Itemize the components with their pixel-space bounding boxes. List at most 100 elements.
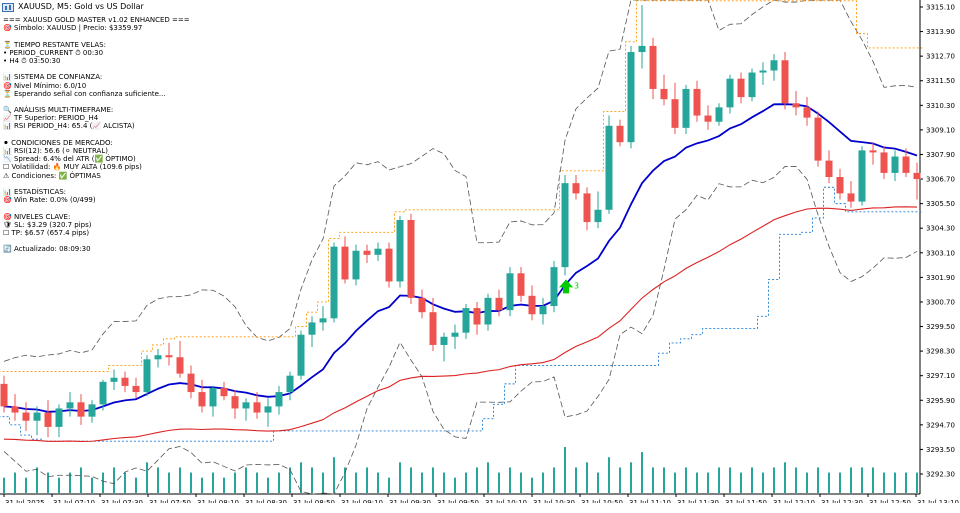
bearish-candle[interactable]: [187, 373, 195, 393]
bearish-candle[interactable]: [616, 125, 624, 143]
bearish-candle[interactable]: [132, 385, 140, 393]
volume-bar: [267, 477, 269, 493]
bearish-candle[interactable]: [473, 308, 481, 325]
bearish-candle[interactable]: [253, 402, 261, 413]
bearish-candle[interactable]: [902, 156, 910, 173]
bullish-candle[interactable]: [550, 267, 558, 307]
bullish-candle[interactable]: [330, 246, 338, 319]
bearish-candle[interactable]: [407, 220, 415, 298]
bearish-candle[interactable]: [572, 183, 580, 194]
bullish-candle[interactable]: [748, 72, 756, 98]
bullish-candle[interactable]: [451, 332, 459, 337]
bullish-candle[interactable]: [264, 406, 272, 413]
bearish-candle[interactable]: [77, 402, 85, 417]
price-axis-label: 3295.90: [926, 397, 955, 405]
buy-signal-arrow-icon[interactable]: [559, 279, 573, 294]
bullish-candle[interactable]: [99, 381, 107, 405]
volume-bar: [179, 467, 181, 493]
bullish-candle[interactable]: [506, 273, 514, 311]
bearish-candle[interactable]: [825, 160, 833, 178]
bearish-candle[interactable]: [495, 297, 503, 311]
bearish-candle[interactable]: [913, 172, 921, 180]
bullish-candle[interactable]: [561, 183, 569, 268]
bullish-candle[interactable]: [275, 392, 283, 407]
bullish-candle[interactable]: [88, 404, 96, 417]
volume-bar: [916, 472, 918, 493]
bearish-candle[interactable]: [693, 88, 701, 116]
volume-bar: [905, 472, 907, 493]
bearish-candle[interactable]: [814, 117, 822, 161]
bearish-candle[interactable]: [869, 150, 877, 153]
bearish-candle[interactable]: [517, 273, 525, 296]
bullish-candle[interactable]: [143, 359, 151, 393]
bullish-candle[interactable]: [66, 402, 74, 409]
bullish-candle[interactable]: [605, 125, 613, 210]
bearish-candle[interactable]: [231, 396, 239, 409]
bullish-candle[interactable]: [858, 150, 866, 202]
chart-title: XAUUSD, M5: Gold vs US Dollar: [18, 2, 144, 11]
bullish-candle[interactable]: [638, 45, 646, 53]
info-line: 🎯 Nivel Mínimo: 6.0/10: [3, 81, 87, 90]
bullish-candle[interactable]: [462, 308, 470, 333]
bullish-candle[interactable]: [891, 156, 899, 173]
bearish-candle[interactable]: [847, 193, 855, 202]
bearish-candle[interactable]: [649, 45, 657, 89]
bullish-candle[interactable]: [440, 336, 448, 345]
bearish-candle[interactable]: [11, 406, 19, 413]
bullish-candle[interactable]: [759, 70, 767, 73]
bearish-candle[interactable]: [176, 357, 184, 374]
bullish-candle[interactable]: [682, 88, 690, 128]
bearish-candle[interactable]: [792, 103, 800, 108]
bearish-candle[interactable]: [121, 377, 129, 386]
bearish-candle[interactable]: [836, 177, 844, 194]
bearish-candle[interactable]: [418, 297, 426, 313]
bearish-candle[interactable]: [781, 60, 789, 104]
bearish-candle[interactable]: [583, 193, 591, 223]
bullish-candle[interactable]: [352, 250, 360, 280]
bullish-candle[interactable]: [539, 306, 547, 315]
bullish-candle[interactable]: [627, 52, 635, 143]
bearish-candle[interactable]: [0, 383, 8, 407]
bullish-candle[interactable]: [209, 387, 217, 407]
bearish-candle[interactable]: [880, 152, 888, 173]
bullish-candle[interactable]: [484, 297, 492, 325]
info-line: 🛡 SL: $3.29 (320.7 pips): [3, 220, 92, 229]
bearish-candle[interactable]: [341, 246, 349, 280]
bullish-candle[interactable]: [297, 334, 305, 376]
bullish-candle[interactable]: [594, 209, 602, 223]
bearish-candle[interactable]: [165, 355, 173, 358]
bearish-candle[interactable]: [220, 387, 228, 397]
bullish-candle[interactable]: [726, 78, 734, 108]
bearish-candle[interactable]: [22, 412, 30, 421]
info-line: 🔄 Actualizado: 08:09:30: [3, 245, 91, 254]
bearish-candle[interactable]: [704, 115, 712, 122]
volume-bar: [91, 477, 93, 493]
bearish-candle[interactable]: [803, 107, 811, 118]
bearish-candle[interactable]: [660, 88, 668, 100]
bullish-candle[interactable]: [374, 248, 382, 255]
bullish-candle[interactable]: [242, 402, 250, 409]
bearish-candle[interactable]: [671, 99, 679, 128]
bullish-candle[interactable]: [154, 355, 162, 360]
info-line: 📈 TF Superior: PERIOD_H4: [3, 114, 99, 123]
bearish-candle[interactable]: [737, 78, 745, 98]
bearish-candle[interactable]: [385, 248, 393, 282]
bearish-candle[interactable]: [528, 295, 536, 315]
volume-bar: [619, 467, 621, 493]
bullish-candle[interactable]: [319, 318, 327, 323]
bearish-candle[interactable]: [198, 392, 206, 407]
bullish-candle[interactable]: [770, 60, 778, 71]
bearish-candle[interactable]: [44, 412, 52, 427]
volume-bar: [487, 462, 489, 493]
bullish-candle[interactable]: [55, 408, 63, 427]
bullish-candle[interactable]: [715, 107, 723, 122]
bearish-candle[interactable]: [429, 312, 437, 345]
bullish-candle[interactable]: [110, 377, 118, 382]
bullish-candle[interactable]: [308, 322, 316, 335]
bullish-candle[interactable]: [286, 375, 294, 393]
bearish-candle[interactable]: [363, 250, 371, 255]
bullish-candle[interactable]: [33, 412, 41, 421]
volume-bar: [36, 467, 38, 493]
bullish-candle[interactable]: [396, 220, 404, 282]
